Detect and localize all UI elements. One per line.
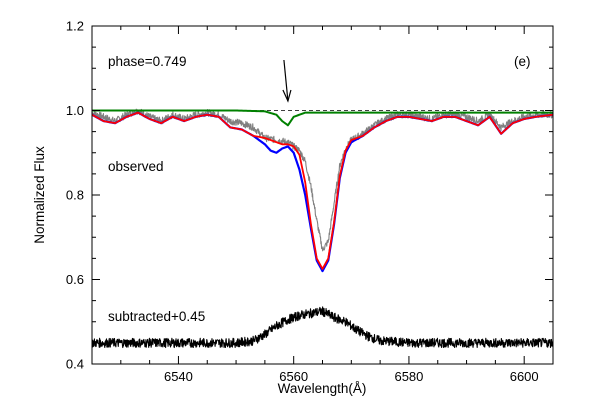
observed-label: observed bbox=[108, 159, 164, 174]
y-tick-label: 0.8 bbox=[66, 188, 84, 203]
y-tick-label: 1.0 bbox=[66, 103, 84, 118]
panel-label: (e) bbox=[514, 54, 531, 69]
arrow-head-icon bbox=[282, 89, 292, 103]
red-model-spectrum bbox=[91, 111, 554, 270]
green-model-spectrum bbox=[92, 109, 553, 127]
x-tick-label: 6560 bbox=[279, 369, 308, 384]
arrow-icon bbox=[283, 59, 289, 102]
x-tick-label: 6580 bbox=[394, 369, 423, 384]
y-tick-label: 0.6 bbox=[66, 272, 84, 287]
y-axis-label: Normalized Flux bbox=[32, 146, 47, 244]
x-tick-label: 6540 bbox=[164, 369, 193, 384]
subtracted-label: subtracted+0.45 bbox=[108, 309, 205, 324]
observed-spectrum bbox=[91, 108, 554, 252]
x-tick-label: 6600 bbox=[510, 369, 539, 384]
y-tick-label: 0.4 bbox=[66, 357, 84, 372]
subtracted-spectrum bbox=[91, 306, 554, 349]
phase-label: phase=0.749 bbox=[108, 54, 186, 69]
x-axis-label: Wavelength(Å) bbox=[278, 381, 367, 396]
y-tick-label: 1.2 bbox=[66, 19, 84, 34]
